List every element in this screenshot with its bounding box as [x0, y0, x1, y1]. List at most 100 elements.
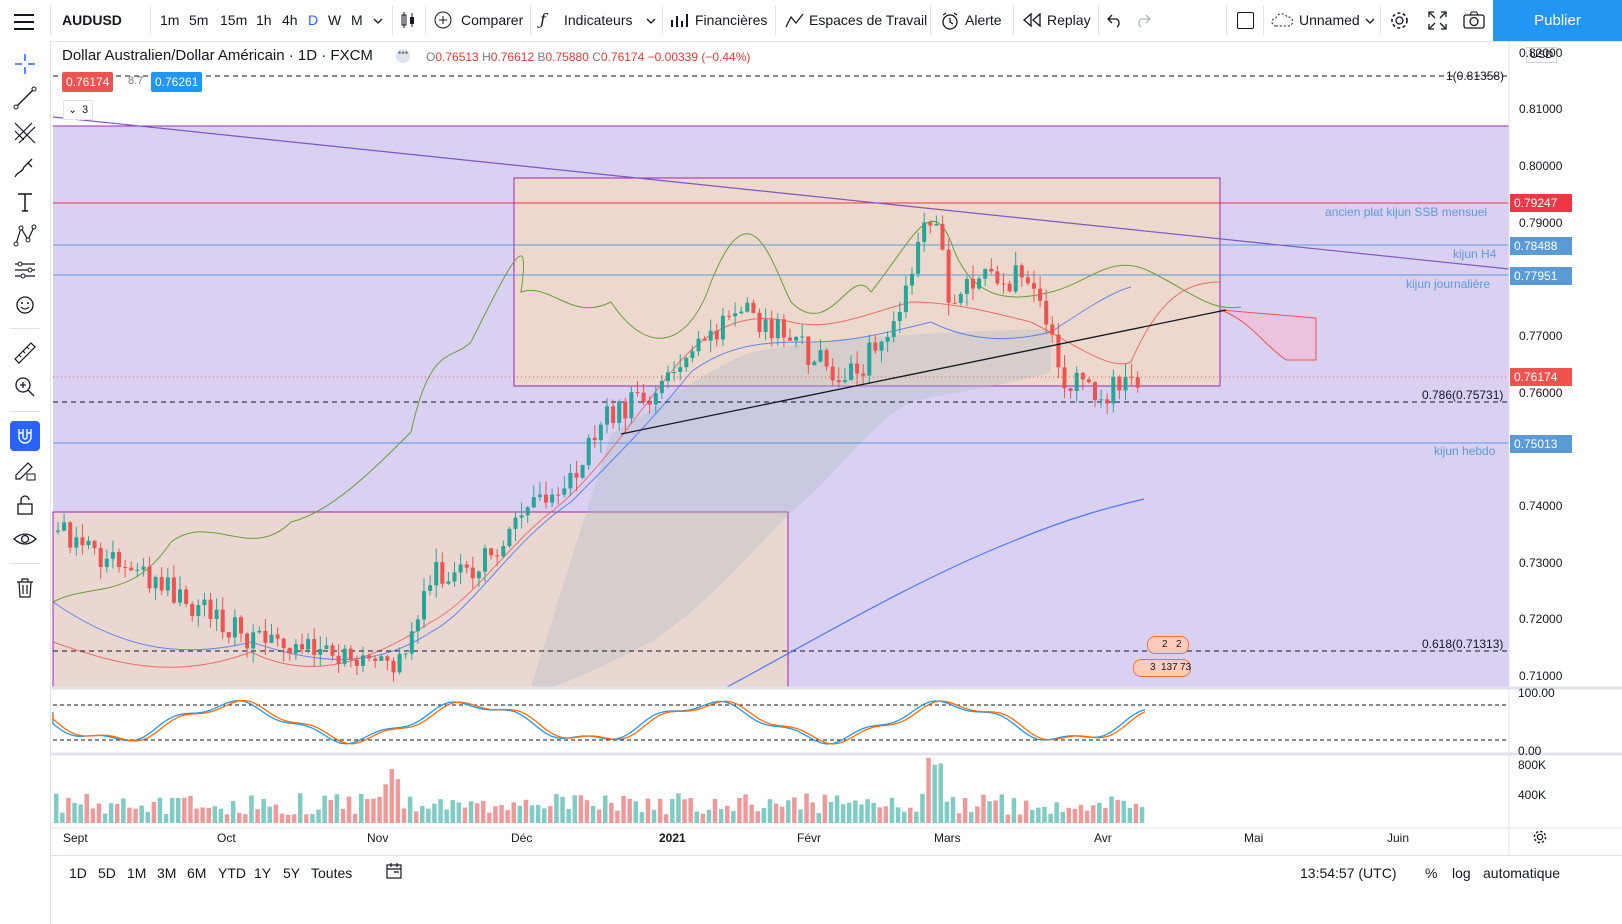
- interval-1m[interactable]: 1m: [160, 12, 180, 28]
- volume-bar: [169, 797, 175, 823]
- price-axis-label: 0.71000: [1519, 669, 1563, 683]
- auto-toggle[interactable]: automatique: [1483, 865, 1561, 881]
- eye-icon[interactable]: [10, 524, 40, 554]
- range-button-1d[interactable]: 1D: [69, 865, 87, 881]
- candle: [794, 336, 799, 341]
- volume-bar: [298, 793, 303, 823]
- volume-bar: [212, 806, 218, 823]
- range-button-ytd[interactable]: YTD: [218, 865, 246, 881]
- prediction-icon[interactable]: [10, 255, 40, 285]
- interval-m[interactable]: M: [351, 12, 363, 28]
- redo-icon[interactable]: [1134, 12, 1152, 33]
- range-button-3m[interactable]: 3M: [157, 865, 177, 881]
- gear-icon[interactable]: [1389, 10, 1410, 36]
- interval-w[interactable]: W: [328, 12, 342, 28]
- event-count: 137: [1161, 662, 1178, 673]
- chevron-down-icon[interactable]: [372, 14, 384, 26]
- candle: [415, 619, 420, 632]
- range-button-6m[interactable]: 6M: [187, 865, 207, 881]
- pattern-icon[interactable]: [10, 221, 40, 251]
- currency-label[interactable]: USD: [1526, 47, 1558, 63]
- volume-bar: [1103, 807, 1108, 823]
- candle: [592, 437, 597, 441]
- interval-1h[interactable]: 1h: [256, 12, 272, 28]
- range-button-1y[interactable]: 1Y: [254, 865, 272, 881]
- candle: [836, 380, 841, 382]
- symbol-search[interactable]: AUDUSD: [62, 12, 122, 28]
- magnet-icon[interactable]: [10, 421, 40, 451]
- volume-bar: [230, 800, 236, 823]
- candle: [281, 638, 286, 648]
- settings-gear-icon[interactable]: [1532, 829, 1548, 850]
- candle: [1013, 265, 1018, 292]
- volume-bar: [1017, 814, 1023, 823]
- publish-button[interactable]: Publier: [1493, 0, 1622, 41]
- interval-4h[interactable]: 4h: [282, 12, 298, 28]
- volume-bar: [407, 796, 413, 823]
- pencil-lock-icon[interactable]: [10, 455, 40, 485]
- layout-name[interactable]: Unnamed: [1299, 12, 1360, 28]
- trash-icon[interactable]: [10, 573, 40, 603]
- volume-bar: [505, 810, 510, 823]
- camera-icon[interactable]: [1463, 11, 1485, 34]
- range-button-5y[interactable]: 5Y: [283, 865, 301, 881]
- chevron-down-icon[interactable]: [1364, 14, 1376, 26]
- indicators-collapse[interactable]: ⌄ 3: [63, 100, 93, 120]
- log-toggle[interactable]: log: [1452, 865, 1471, 881]
- interval-d[interactable]: D: [308, 12, 319, 28]
- volume-bar: [432, 803, 437, 823]
- undo-icon[interactable]: [1106, 12, 1124, 33]
- volume-bar: [633, 801, 638, 823]
- ruler-icon[interactable]: [10, 338, 40, 368]
- zoom-in-icon[interactable]: [10, 372, 40, 402]
- pitchfork-icon[interactable]: [10, 118, 40, 148]
- volume-bar: [1042, 806, 1047, 823]
- interval-5m[interactable]: 5m: [189, 12, 209, 28]
- volume-bar: [786, 800, 791, 823]
- chart-area[interactable]: 100.00 0.00 800K 400K: [51, 42, 1622, 890]
- volume-bar: [975, 806, 980, 823]
- candle: [958, 294, 963, 303]
- interval-15m[interactable]: 15m: [220, 12, 248, 28]
- price-axis-label: 0.76000: [1519, 386, 1563, 400]
- range-button-1m[interactable]: 1M: [127, 865, 147, 881]
- emoji-icon[interactable]: [10, 290, 40, 320]
- event-badge[interactable]: 2 2: [1147, 636, 1189, 654]
- fib-786-label: 0.786(0.75731): [1422, 388, 1504, 402]
- calendar-range-icon[interactable]: [385, 862, 403, 885]
- volume-bar: [145, 811, 150, 823]
- text-icon[interactable]: [10, 187, 40, 217]
- candle: [1105, 399, 1110, 404]
- fullscreen-icon[interactable]: [1428, 11, 1447, 35]
- volume-bar: [572, 795, 577, 823]
- lock-icon[interactable]: [10, 490, 40, 520]
- volume-bar: [1097, 802, 1102, 823]
- layout-square-icon[interactable]: [1237, 12, 1254, 29]
- volume-bar: [334, 794, 340, 823]
- range-button-5d[interactable]: 5D: [98, 865, 116, 881]
- crosshair-icon[interactable]: [10, 49, 40, 79]
- percent-toggle[interactable]: %: [1425, 865, 1438, 881]
- volume-bar: [188, 795, 193, 823]
- symbol-legend[interactable]: Dollar Australien/Dollar Américain · 1D …: [62, 47, 373, 64]
- volume-bar: [535, 804, 541, 823]
- bottom-toolbar: [51, 855, 1622, 892]
- chevron-down-icon[interactable]: [645, 14, 657, 26]
- trendline-icon[interactable]: [10, 83, 40, 113]
- legend-dots-icon[interactable]: •••: [396, 49, 410, 63]
- volume-bar: [328, 800, 333, 823]
- clock-utc[interactable]: 13:54:57 (UTC): [1300, 865, 1397, 881]
- brush-icon[interactable]: [10, 153, 40, 183]
- sell-price-box[interactable]: 0.76174: [62, 72, 114, 92]
- volume-bar: [767, 799, 773, 823]
- price-axis-label: 0.74000: [1519, 499, 1563, 513]
- candles-icon[interactable]: [398, 10, 418, 35]
- range-button-toutes[interactable]: Toutes: [311, 865, 353, 881]
- volume-bar: [499, 805, 504, 823]
- buy-price-box[interactable]: 0.76261: [151, 72, 203, 92]
- candle: [1044, 300, 1049, 325]
- volume-bar: [676, 793, 681, 823]
- earnings-badge[interactable]: 3 137 73: [1133, 659, 1191, 677]
- volume-bar: [651, 809, 657, 823]
- menu-icon[interactable]: [14, 12, 34, 30]
